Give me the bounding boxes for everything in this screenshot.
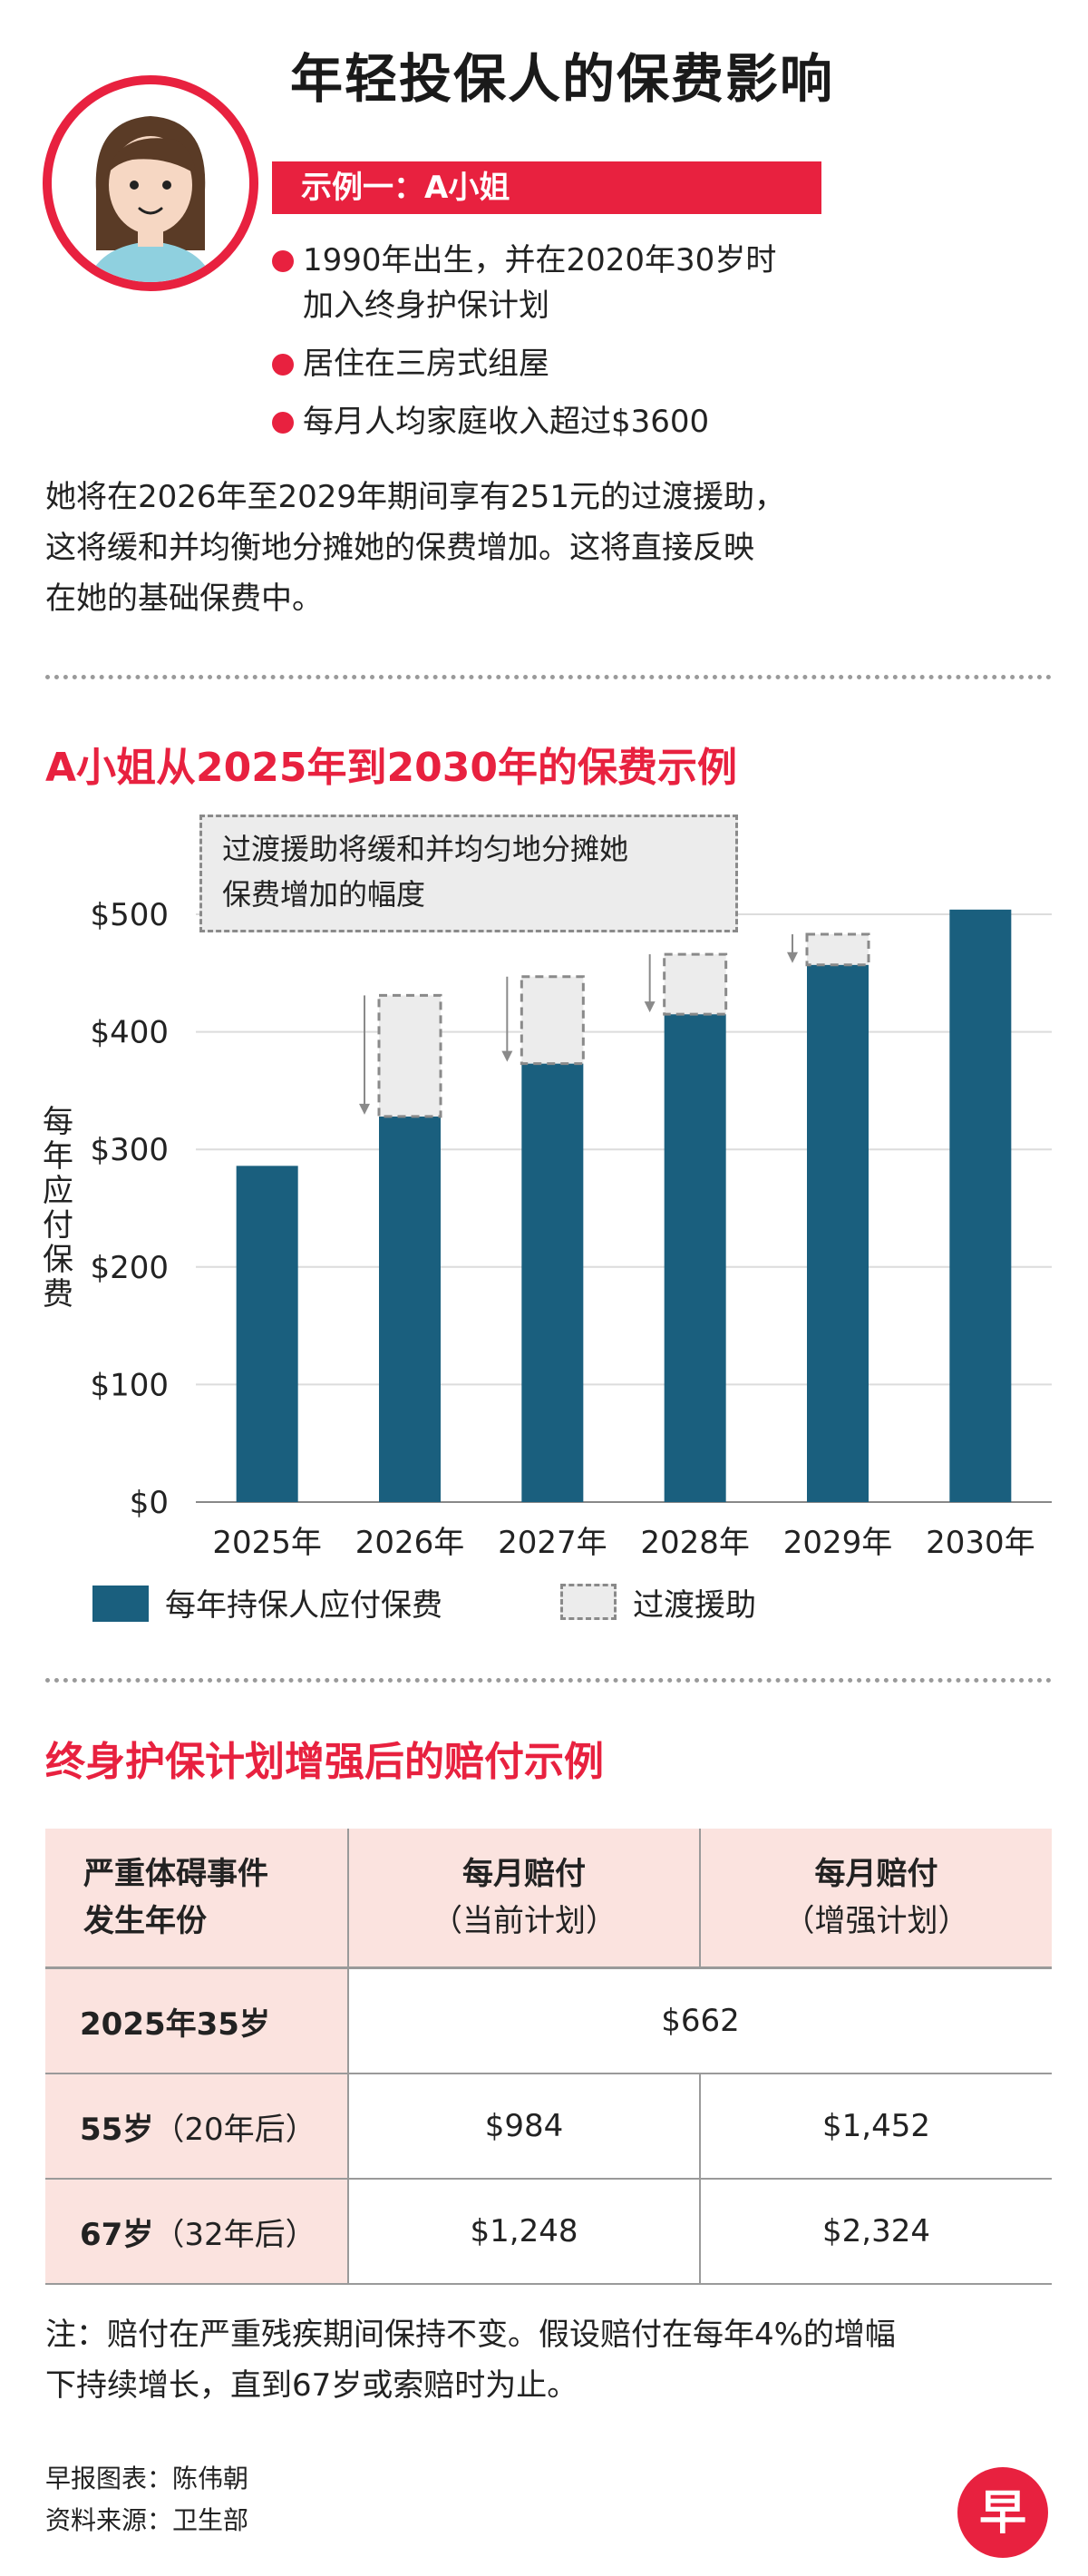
y-axis-label: 保 [43,1242,73,1278]
intro-paragraph: 她将在2026年至2029年期间享有251元的过渡援助， 这将缓和并均衡地分摊她… [45,472,1006,624]
bar-premium [949,909,1012,1502]
header-subtext: （增强计划） [783,1903,969,1939]
bar-subsidy [663,952,728,1016]
bar-subsidy [520,975,585,1066]
y-tick-label: $300 [90,1132,169,1168]
bullet-birth: 1990年出生，并在2020年30岁时 加入终身护保计划 [272,238,852,328]
header-text: 每月赔付 [814,1856,938,1892]
x-tick-label: 2025年 [212,1525,322,1560]
table-row: 55岁（20年后） $984 $1,452 [45,2073,1052,2180]
x-tick-label: 2027年 [498,1525,607,1560]
logo-glyph: 早 [979,2486,1026,2541]
cell-merged: $662 [347,1967,1052,2074]
x-tick-label: 2030年 [926,1525,1035,1560]
bullet-income: 每月人均家庭收入超过$3600 [272,399,852,444]
y-tick-label: $500 [90,897,169,933]
y-axis-label: 年 [43,1138,73,1175]
table-header-row: 严重体碍事件 发生年份 每月赔付 （当前计划） 每月赔付 （增强计划） [45,1829,1052,1969]
avatar [40,73,261,294]
header-enhanced: 每月赔付 （增强计划） [699,1829,1052,1969]
bullet-dot-icon [272,354,294,376]
paragraph-line: 她将在2026年至2029年期间享有251元的过渡援助， [45,479,785,515]
y-axis-label: 应 [43,1173,73,1209]
legend-label-premium: 每年持保人应付保费 [165,1587,442,1624]
annotation-line: 保费增加的幅度 [222,877,426,912]
zaobao-logo-icon: 早 [957,2467,1048,2558]
bar-subsidy [377,993,442,1118]
note-line: 下持续增长，直到67岁或索赔时为止。 [45,2367,578,2404]
cell-current: $1,248 [347,2179,700,2285]
note-line: 注：赔付在严重残疾期间保持不变。假设赔付在每年4%的增幅 [45,2317,896,2353]
paragraph-line: 这将缓和并均衡地分摊她的保费增加。这将直接反映 [45,530,754,566]
subsidy-arrow-head-icon [501,1050,513,1062]
row-label: 2025年35岁 [45,1967,348,2074]
bullet-text: 每月人均家庭收入超过$3600 [303,404,710,440]
page-title: 年轻投保人的保费影响 [290,48,835,110]
table-row: 2025年35岁 $662 [45,1967,1052,2074]
table-row: 67岁（32年后） $1,248 $2,324 [45,2179,1052,2285]
credits: 早报图表：陈伟朝 资料来源：卫生部 [45,2458,248,2542]
y-axis-label: 每 [43,1104,73,1140]
y-tick-label: $100 [90,1367,169,1403]
legend-label-subsidy: 过渡援助 [633,1587,756,1624]
payout-table: 严重体碍事件 发生年份 每月赔付 （当前计划） 每月赔付 （增强计划） 2025… [45,1829,1052,2285]
bullet-text: 加入终身护保计划 [303,288,549,324]
legend-swatch-subsidy [560,1584,617,1620]
bar-premium [807,964,869,1502]
bar-premium [521,1063,584,1502]
header-text: 每月赔付 [462,1856,586,1892]
annotation-line: 过渡援助将缓和并均匀地分摊她 [222,832,629,866]
bullet-housing: 居住在三房式组屋 [272,341,852,386]
zaobao-logo: 早 [956,2465,1050,2560]
profile-bullets: 1990年出生，并在2020年30岁时 加入终身护保计划 居住在三房式组屋 每月… [272,238,852,457]
section-divider [45,1678,1052,1683]
credit-graphic: 早报图表：陈伟朝 [45,2464,249,2493]
cell-current: $984 [347,2073,700,2180]
bullet-dot-icon [272,250,294,272]
bar-premium [236,1166,298,1502]
y-axis-label: 付 [43,1207,73,1244]
y-axis-label: 费 [43,1276,73,1312]
chart-title: A小姐从2025年到2030年的保费示例 [45,745,737,791]
example-banner: 示例一：A小姐 [272,161,821,214]
x-tick-label: 2029年 [783,1525,893,1560]
cell-enhanced: $2,324 [699,2179,1052,2285]
bar-premium [379,1116,441,1502]
bullet-text: 居住在三房式组屋 [303,346,549,382]
row-label-paren: （32年后） [153,2216,316,2253]
bullet-text: 1990年出生，并在2020年30岁时 [303,242,777,278]
table-title: 终身护保计划增强后的赔付示例 [45,1739,604,1785]
x-tick-label: 2026年 [355,1525,465,1560]
row-label-paren: （20年后） [153,2111,316,2148]
bar-premium [664,1014,726,1502]
subsidy-arrow-head-icon [787,951,798,963]
y-tick-label: $200 [90,1250,169,1286]
row-label-text: 2025年35岁 [80,2005,270,2043]
header-current: 每月赔付 （当前计划） [347,1829,700,1969]
row-label: 55岁（20年后） [45,2073,348,2180]
paragraph-line: 在她的基础保费中。 [45,581,323,617]
header-year: 严重体碍事件 发生年份 [45,1829,348,1969]
cell-enhanced: $1,452 [699,2073,1052,2180]
bar-subsidy [805,932,870,967]
header-text: 发生年份 [83,1903,207,1939]
legend-swatch-premium [92,1586,149,1622]
header-subtext: （当前计划） [432,1903,617,1939]
bullet-dot-icon [272,412,294,434]
y-tick-label: $0 [130,1485,169,1521]
header-text: 严重体碍事件 [83,1856,268,1892]
row-label: 67岁（32年后） [45,2179,348,2285]
footnote: 注：赔付在严重残疾期间保持不变。假设赔付在每年4%的增幅 下持续增长，直到67岁… [45,2309,1052,2411]
woman-avatar-icon [43,75,258,291]
row-label-text: 67岁 [80,2216,154,2253]
y-tick-label: $400 [90,1015,169,1051]
subsidy-arrow-head-icon [359,1103,370,1115]
x-tick-label: 2028年 [640,1525,750,1560]
row-label-text: 55岁 [80,2111,154,2148]
credit-source: 资料来源：卫生部 [45,2505,249,2535]
subsidy-arrow-head-icon [644,1001,656,1013]
chart-annotation: 过渡援助将缓和并均匀地分摊她 保费增加的幅度 [199,815,738,932]
section-divider [45,675,1052,679]
